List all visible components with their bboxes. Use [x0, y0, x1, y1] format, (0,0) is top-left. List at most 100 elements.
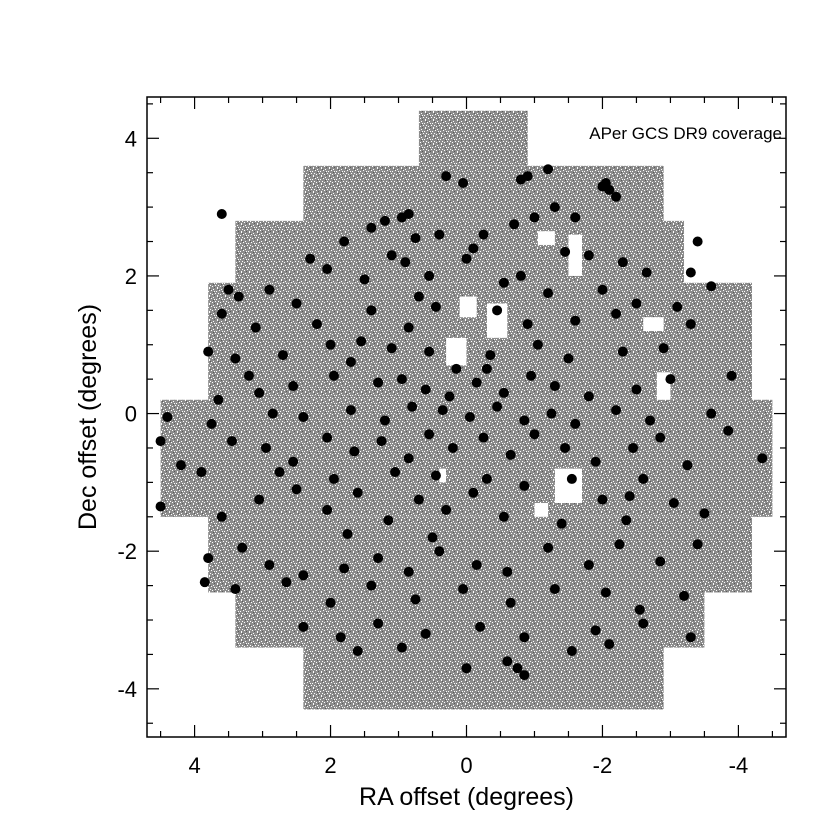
data-point — [471, 377, 482, 388]
data-point — [526, 370, 537, 381]
data-point — [706, 281, 717, 292]
data-point — [216, 308, 227, 319]
data-point — [529, 212, 540, 223]
data-point — [298, 570, 309, 581]
y-tick-label: 4 — [125, 126, 137, 151]
data-point — [685, 632, 696, 643]
data-point — [631, 298, 642, 309]
data-point — [342, 528, 353, 539]
data-point — [424, 429, 435, 440]
data-point — [441, 171, 452, 182]
data-point — [566, 645, 577, 656]
y-tick-label: -4 — [117, 677, 137, 702]
data-point — [260, 442, 271, 453]
data-point — [264, 559, 275, 570]
axis-tick-labels: 4 2 0 -2 -4 4 2 0 -2 -4 — [117, 126, 748, 778]
data-point — [685, 267, 696, 278]
data-point — [403, 322, 414, 333]
data-point — [254, 387, 265, 398]
data-point — [386, 343, 397, 354]
data-point — [175, 460, 186, 471]
data-point — [291, 484, 302, 495]
data-point — [400, 257, 411, 268]
coverage-block — [235, 220, 685, 283]
data-point — [481, 363, 492, 374]
data-point — [505, 449, 516, 460]
data-point — [403, 566, 414, 577]
data-point — [624, 491, 635, 502]
data-point — [437, 405, 448, 416]
data-point — [617, 346, 628, 357]
data-point — [250, 322, 261, 333]
data-point — [311, 319, 322, 330]
y-axis-label: Dec offset (degrees) — [74, 304, 102, 530]
data-point — [196, 467, 207, 478]
data-point — [322, 504, 333, 515]
data-point — [570, 315, 581, 326]
data-point — [532, 339, 543, 350]
data-point — [291, 298, 302, 309]
data-point — [441, 504, 452, 515]
data-point — [410, 594, 421, 605]
data-point — [692, 539, 703, 550]
data-point — [471, 559, 482, 570]
data-point — [726, 370, 737, 381]
data-point — [543, 288, 554, 299]
data-point — [478, 229, 489, 240]
data-point — [155, 501, 166, 512]
data-point — [281, 577, 292, 588]
data-point — [345, 405, 356, 416]
data-point — [277, 350, 288, 361]
data-point — [203, 553, 214, 564]
data-point — [216, 208, 227, 219]
data-point — [498, 511, 509, 522]
data-point — [376, 436, 387, 447]
data-point — [373, 553, 384, 564]
data-point — [458, 178, 469, 189]
cluster-member-points — [155, 164, 768, 681]
data-point — [322, 432, 333, 443]
data-point — [628, 442, 639, 453]
data-point — [583, 250, 594, 261]
data-point — [509, 219, 520, 230]
data-point — [604, 639, 615, 650]
coverage-annotation: APer GCS DR9 coverage — [589, 124, 782, 143]
coverage-block — [303, 647, 664, 710]
data-point — [757, 453, 768, 464]
data-point — [366, 305, 377, 316]
coverage-gap — [439, 468, 447, 483]
data-point — [359, 274, 370, 285]
data-point — [478, 432, 489, 443]
data-point — [658, 343, 669, 354]
data-point — [621, 515, 632, 526]
data-point — [556, 518, 567, 529]
data-point — [430, 301, 441, 312]
data-point — [216, 511, 227, 522]
data-point — [403, 208, 414, 219]
data-point — [373, 618, 384, 629]
data-point — [199, 577, 210, 588]
data-point — [549, 584, 560, 595]
data-point — [325, 597, 336, 608]
data-point — [390, 467, 401, 478]
data-point — [634, 604, 645, 615]
data-point — [600, 587, 611, 598]
data-point — [570, 418, 581, 429]
data-point — [600, 178, 611, 189]
data-point — [325, 339, 336, 350]
data-point — [396, 642, 407, 653]
data-point — [611, 405, 622, 416]
data-point — [563, 353, 574, 364]
data-point — [590, 456, 601, 467]
data-point — [590, 625, 601, 636]
coverage-block — [303, 165, 664, 221]
x-tick-label: -4 — [729, 753, 749, 778]
data-point — [706, 408, 717, 419]
data-point — [444, 391, 455, 402]
data-point — [515, 174, 526, 185]
data-point — [543, 164, 554, 175]
data-point — [485, 350, 496, 361]
data-point — [264, 284, 275, 295]
data-point — [546, 408, 557, 419]
